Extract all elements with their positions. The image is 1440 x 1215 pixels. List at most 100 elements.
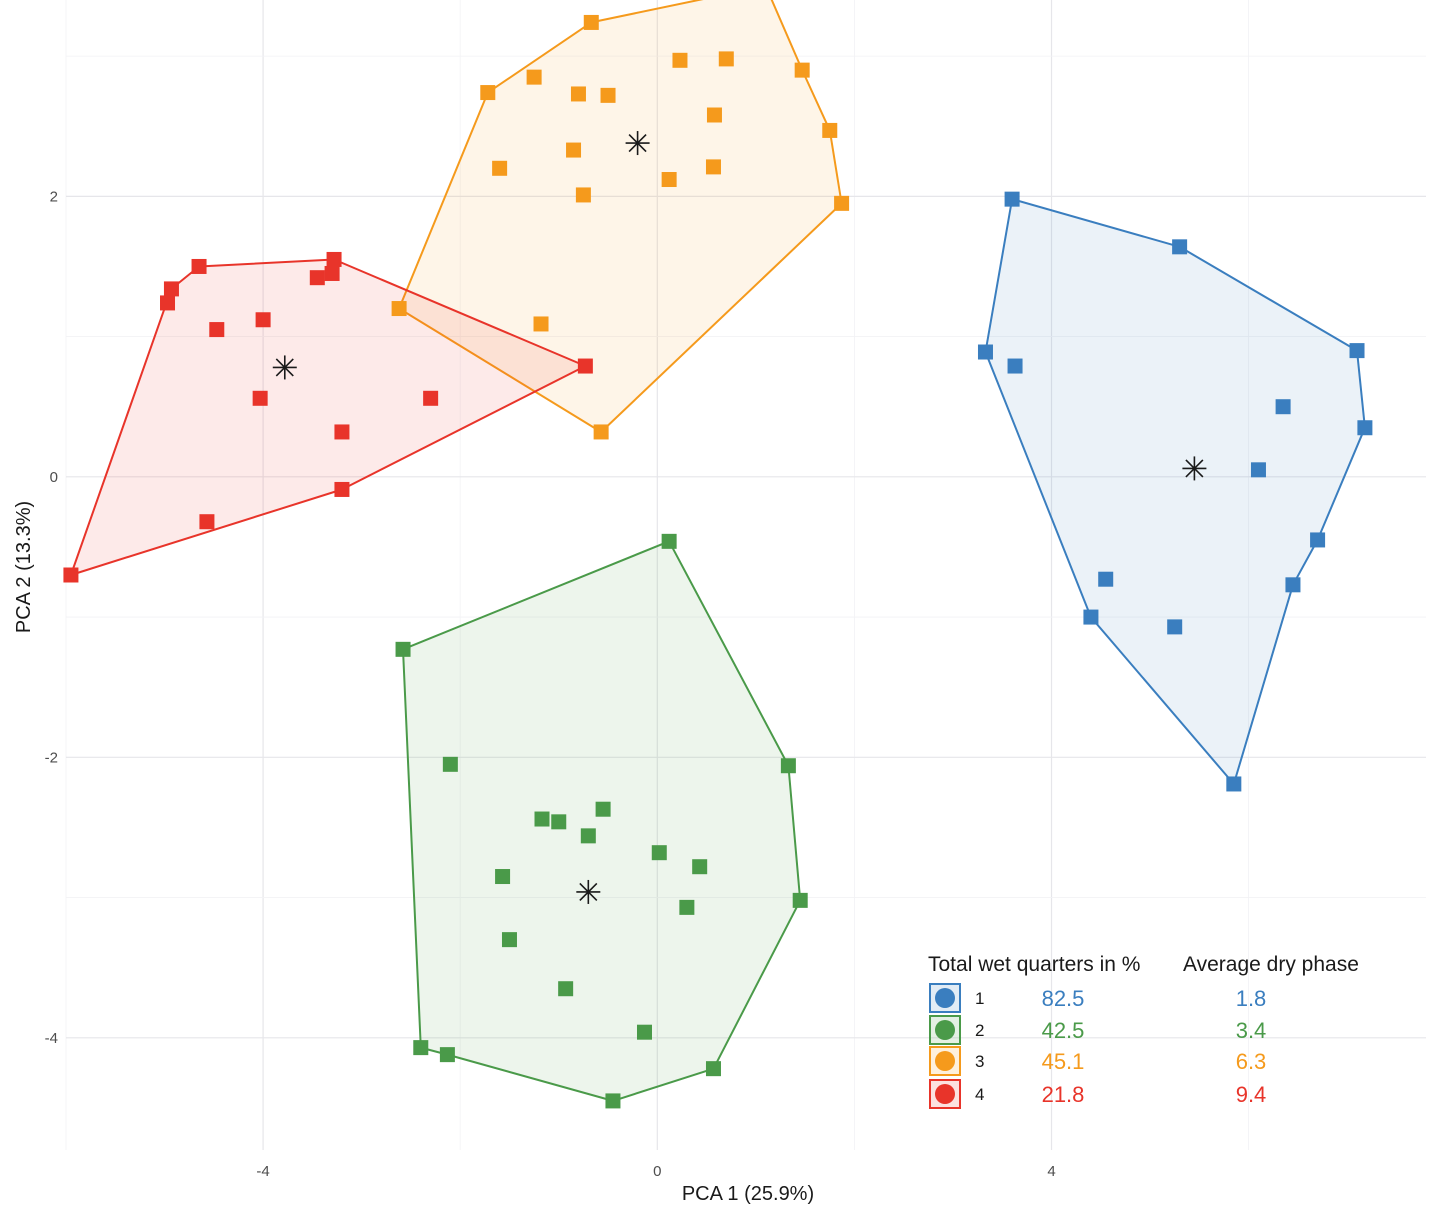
cluster-2-point bbox=[692, 859, 708, 875]
grid-lines bbox=[65, 0, 1426, 1150]
cluster-3-point bbox=[705, 159, 721, 175]
cluster-2-point bbox=[534, 811, 550, 827]
legend-header-wet-quarters: Total wet quarters in % bbox=[928, 953, 1140, 976]
legend-row-1: 1 82.5 1.8 bbox=[929, 983, 1267, 1013]
cluster-2-point bbox=[580, 828, 596, 844]
cluster-2-point bbox=[605, 1093, 621, 1109]
centroid-stroke bbox=[1185, 459, 1204, 478]
centroid-stroke bbox=[579, 882, 598, 902]
legend-wet-quarters-value: 42.5 bbox=[1042, 1018, 1085, 1043]
cluster-2-hull bbox=[402, 540, 802, 1102]
legend-wet-quarters-value: 45.1 bbox=[1042, 1049, 1085, 1074]
centroid-stroke bbox=[275, 358, 294, 377]
cluster-2-point bbox=[661, 533, 677, 549]
cluster-3-point bbox=[600, 87, 616, 103]
cluster-3-point bbox=[480, 85, 496, 101]
cluster-2-point bbox=[705, 1061, 721, 1077]
y-tick-label: 0 bbox=[50, 469, 58, 486]
cluster-2-point bbox=[439, 1047, 455, 1063]
cluster-4-point bbox=[163, 281, 179, 297]
cluster-3-point bbox=[794, 62, 810, 78]
cluster-2-point bbox=[595, 801, 611, 817]
cluster-4-point bbox=[199, 514, 215, 530]
legend-row-3: 3 45.1 6.3 bbox=[929, 1046, 1267, 1076]
cluster-3-point bbox=[822, 122, 838, 138]
cluster-2-point bbox=[395, 641, 411, 657]
cluster-4-point bbox=[334, 424, 350, 440]
legend-dry-phase-value: 6.3 bbox=[1236, 1049, 1267, 1074]
cluster-1-point bbox=[1226, 776, 1242, 792]
cluster-2-point bbox=[413, 1040, 429, 1056]
cluster-4-point bbox=[160, 295, 176, 311]
cluster-4-point bbox=[334, 481, 350, 497]
cluster-3-point bbox=[672, 52, 688, 68]
cluster-3-centroid bbox=[625, 131, 650, 156]
legend-key-dot bbox=[935, 988, 955, 1008]
cluster-4-point bbox=[309, 270, 325, 286]
cluster-2-centroid bbox=[576, 879, 601, 904]
cluster-3-point bbox=[706, 107, 722, 123]
cluster-3-point bbox=[526, 69, 542, 85]
cluster-3-point bbox=[583, 14, 599, 30]
cluster-4-point bbox=[423, 390, 439, 406]
legend-cluster-label: 1 bbox=[975, 989, 984, 1008]
cluster-2-point bbox=[651, 845, 667, 861]
x-tick-label: -4 bbox=[256, 1163, 269, 1180]
axis-ticks: -4 0 4 -4 -2 0 2 bbox=[45, 188, 1056, 1180]
cluster-1-point bbox=[1285, 577, 1301, 593]
cluster-2-point bbox=[495, 869, 511, 885]
cluster-3-point bbox=[570, 86, 586, 102]
data-points bbox=[63, 14, 1373, 1109]
x-tick-label: 0 bbox=[653, 1163, 661, 1180]
cluster-4-point bbox=[191, 258, 207, 274]
cluster-4-point bbox=[209, 322, 225, 338]
cluster-1-centroid bbox=[1182, 456, 1207, 481]
legend-dry-phase-value: 1.8 bbox=[1236, 986, 1267, 1011]
cluster-3-point bbox=[566, 142, 582, 158]
cluster-4-point bbox=[324, 265, 340, 281]
legend-dry-phase-value: 9.4 bbox=[1236, 1082, 1267, 1107]
cluster-3-point bbox=[533, 316, 549, 332]
legend-row-2: 2 42.5 3.4 bbox=[929, 1015, 1267, 1045]
centroid-stroke bbox=[628, 133, 647, 153]
cluster-1-point bbox=[1007, 358, 1023, 374]
cluster-3-point bbox=[661, 172, 677, 188]
cluster-1-point bbox=[977, 344, 993, 360]
legend-wet-quarters-value: 82.5 bbox=[1042, 986, 1085, 1011]
y-axis-title: PCA 2 (13.3%) bbox=[13, 501, 35, 633]
y-tick-label: -2 bbox=[45, 749, 58, 766]
x-tick-label: 4 bbox=[1047, 1163, 1055, 1180]
legend-key-dot bbox=[935, 1020, 955, 1040]
legend: Total wet quarters in % Average dry phas… bbox=[928, 953, 1359, 1109]
cluster-4-point bbox=[326, 251, 342, 267]
legend-rows: 1 82.5 1.8 2 42.5 3.4 3 45.1 6.3 4 21.8 9.4 bbox=[929, 983, 1267, 1109]
legend-key-dot bbox=[935, 1051, 955, 1071]
cluster-1-hull bbox=[984, 198, 1366, 785]
cluster-1-point bbox=[1250, 462, 1266, 478]
cluster-4-point bbox=[63, 567, 79, 583]
cluster-4-centroid bbox=[272, 355, 297, 380]
legend-key-dot bbox=[935, 1084, 955, 1104]
cluster-1-point bbox=[1275, 399, 1291, 415]
x-axis-title: PCA 1 (25.9%) bbox=[682, 1183, 814, 1205]
legend-wet-quarters-value: 21.8 bbox=[1042, 1082, 1085, 1107]
cluster-2-point bbox=[551, 814, 567, 830]
cluster-1-point bbox=[1349, 343, 1365, 359]
cluster-1-point bbox=[1172, 239, 1188, 255]
cluster-3-point bbox=[718, 51, 734, 67]
cluster-1-point bbox=[1083, 609, 1099, 625]
cluster-1-point bbox=[1098, 571, 1114, 587]
cluster-1-point bbox=[1310, 532, 1326, 548]
cluster-1-point bbox=[1357, 420, 1373, 436]
legend-cluster-label: 2 bbox=[975, 1021, 984, 1040]
cluster-hulls bbox=[69, 0, 1366, 1102]
legend-cluster-label: 4 bbox=[975, 1085, 984, 1104]
cluster-2-point bbox=[442, 756, 458, 772]
cluster-1-point bbox=[1167, 619, 1183, 635]
legend-dry-phase-value: 3.4 bbox=[1236, 1018, 1267, 1043]
y-tick-label: -4 bbox=[45, 1030, 58, 1047]
cluster-2-point bbox=[501, 932, 517, 948]
legend-row-4: 4 21.8 9.4 bbox=[929, 1079, 1267, 1109]
legend-cluster-label: 3 bbox=[975, 1052, 984, 1071]
cluster-2-point bbox=[792, 892, 808, 908]
